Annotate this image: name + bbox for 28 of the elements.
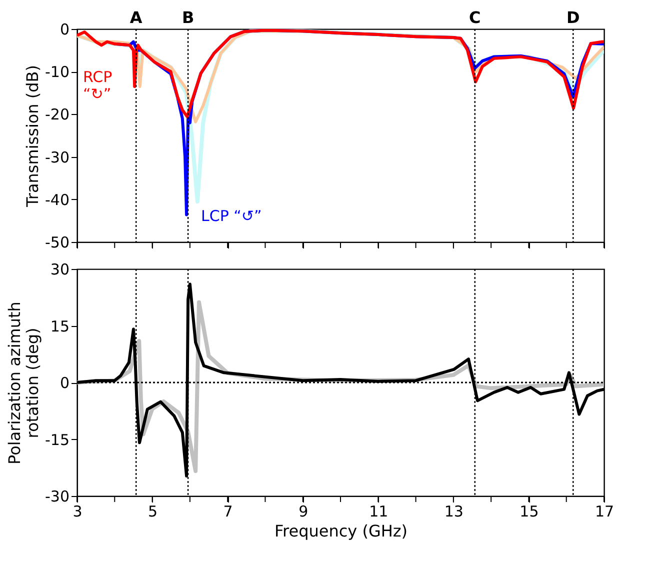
y-axis-title: Transmission (dB) — [23, 64, 42, 208]
y-tick-label: -50 — [45, 234, 70, 252]
y-tick-label: 15 — [50, 317, 70, 336]
x-tick-label: 17 — [594, 502, 614, 520]
ref-line-label: C — [469, 8, 481, 27]
x-tick-label: 3 — [72, 502, 82, 520]
x-tick-label: 5 — [148, 502, 158, 520]
y-tick-label: -40 — [45, 190, 70, 209]
y-tick-label: 0 — [60, 374, 70, 392]
x-tick-label: 11 — [369, 502, 388, 520]
y-tick-label: -30 — [45, 488, 70, 506]
y-axis-title: Polarization azimuth rotation (deg) — [5, 302, 42, 464]
y-tick-label: 30 — [50, 260, 70, 278]
x-tick-label: 7 — [223, 502, 233, 520]
y-tick-label: -20 — [45, 106, 70, 124]
series-label: LCP “↺” — [201, 207, 262, 225]
series-label: RCP “↻” — [83, 68, 112, 103]
ref-line-label: B — [182, 8, 194, 27]
x-tick-label: 13 — [444, 502, 464, 520]
x-axis-title: Frequency (GHz) — [274, 522, 408, 540]
ref-line-label: A — [130, 8, 143, 27]
y-tick-label: 0 — [60, 20, 70, 38]
x-tick-label: 9 — [298, 502, 308, 520]
y-tick-label: -15 — [45, 430, 70, 449]
ref-line-label: D — [566, 8, 580, 27]
x-tick-label: 15 — [520, 502, 539, 520]
y-tick-label: -30 — [45, 148, 70, 166]
y-tick-label: -10 — [45, 63, 70, 82]
